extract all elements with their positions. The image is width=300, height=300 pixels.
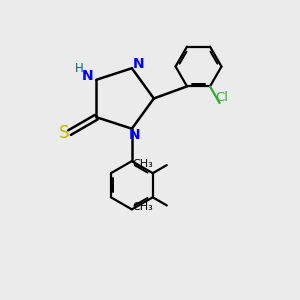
Text: Cl: Cl — [215, 91, 228, 104]
Text: N: N — [82, 69, 94, 83]
Text: S: S — [59, 124, 70, 142]
Text: N: N — [133, 57, 144, 71]
Text: H: H — [75, 62, 84, 75]
Text: CH₃: CH₃ — [133, 159, 154, 169]
Text: N: N — [129, 128, 141, 142]
Text: CH₃: CH₃ — [133, 202, 154, 212]
